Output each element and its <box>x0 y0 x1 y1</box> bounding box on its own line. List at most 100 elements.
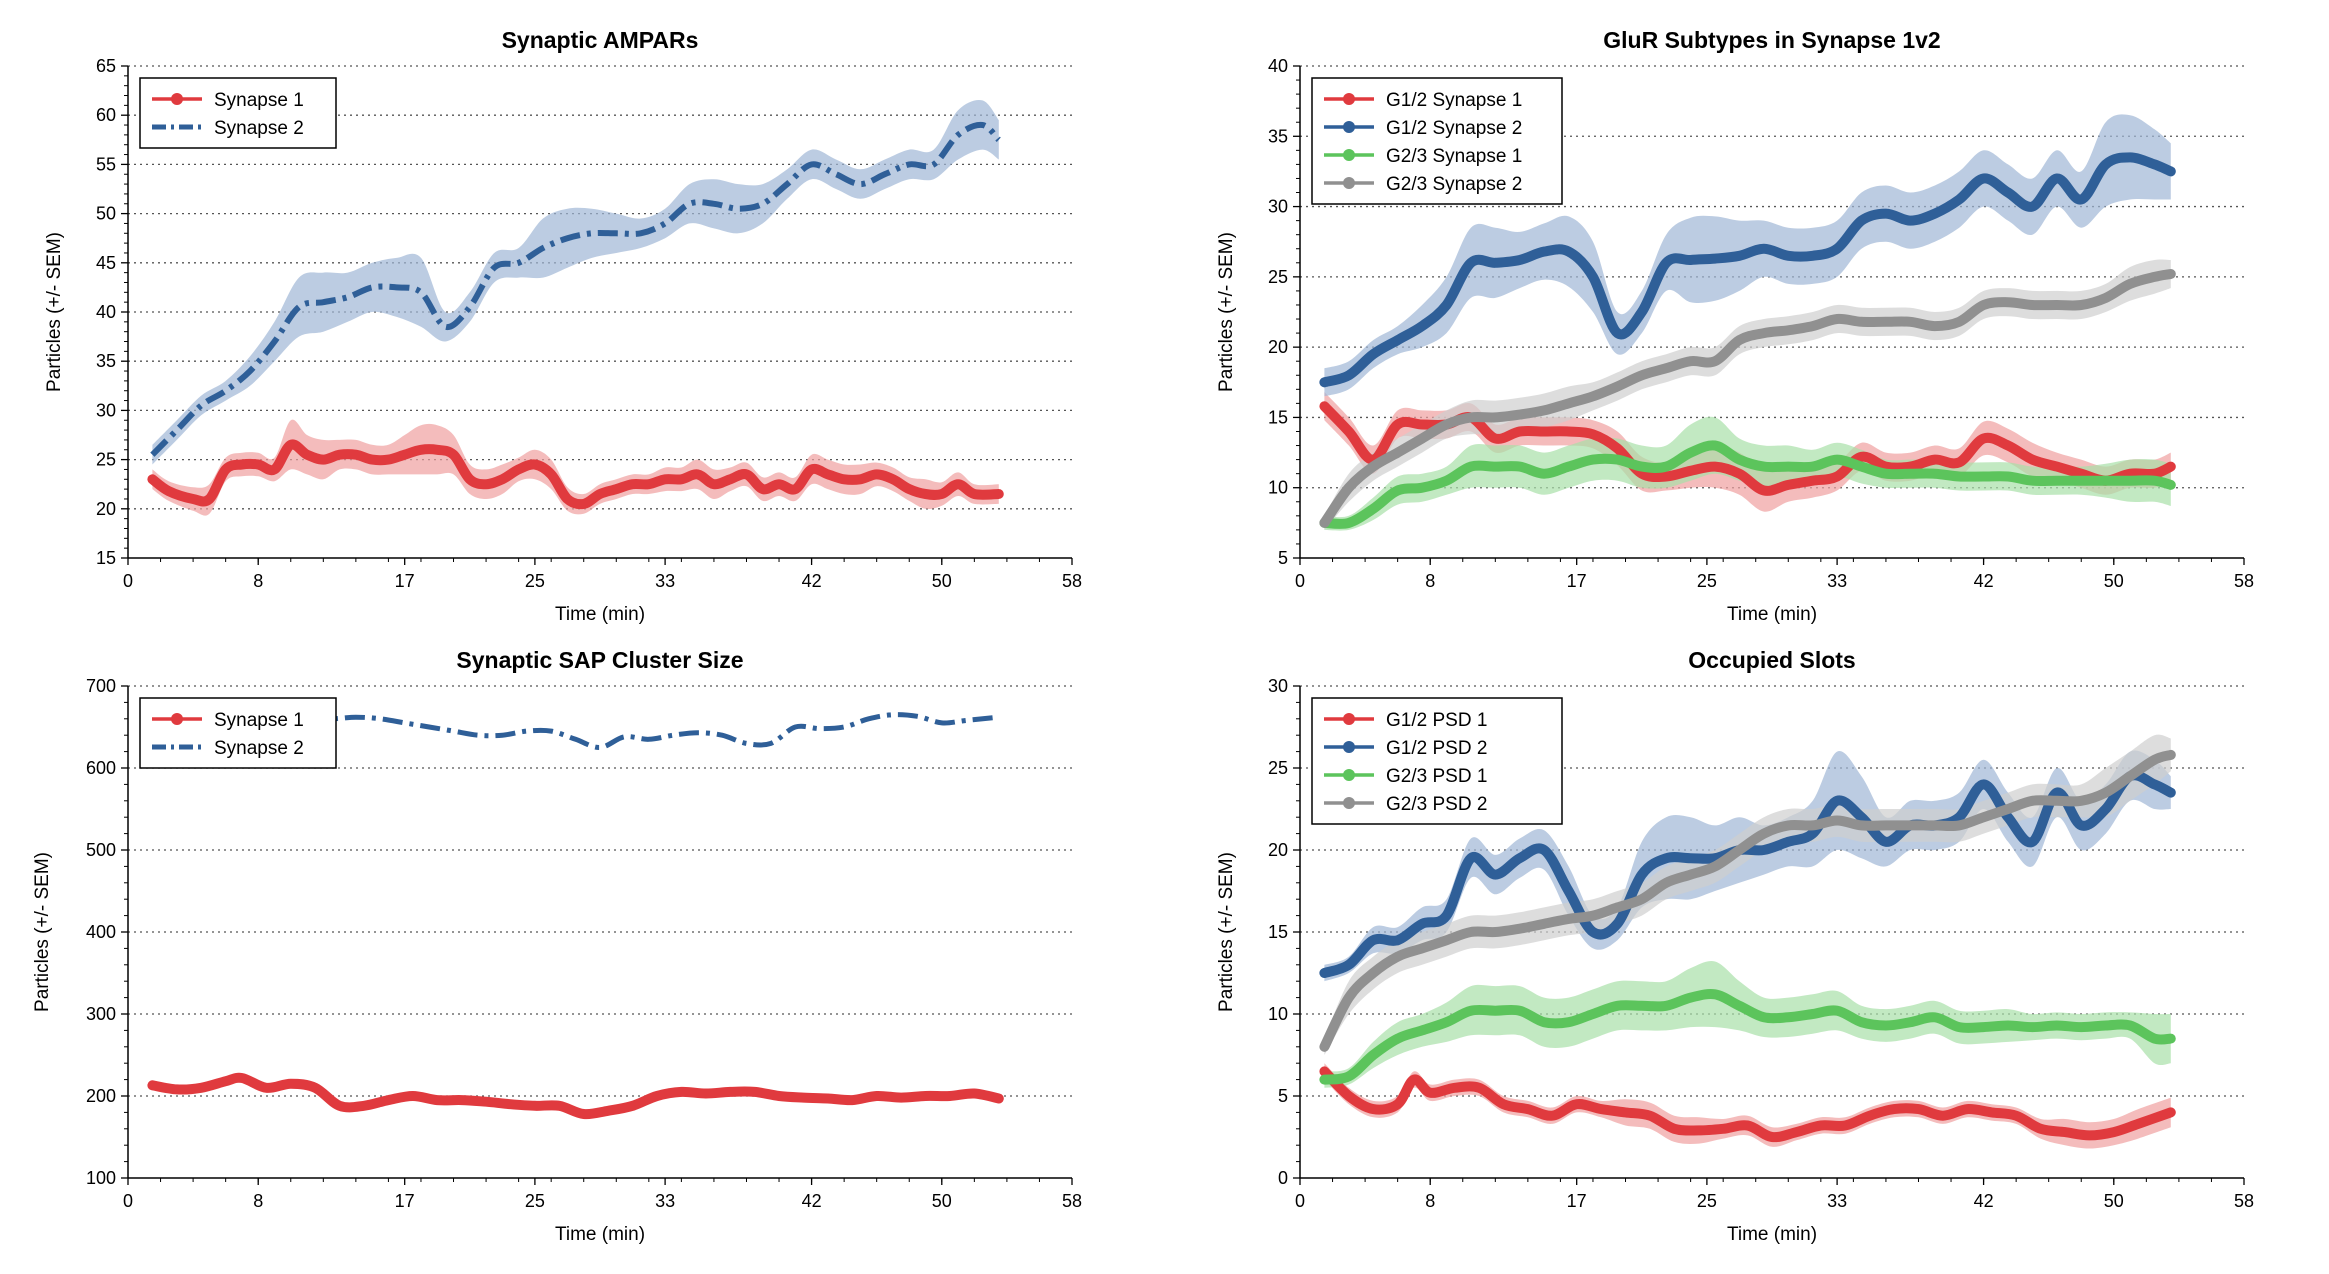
legend-box <box>139 697 337 769</box>
x-tick-label: 58 <box>1062 571 1082 591</box>
plot-area <box>147 712 1004 1120</box>
y-axis-label: Particles (+/- SEM) <box>32 852 53 1012</box>
x-tick-label: 58 <box>2234 571 2254 591</box>
legend-item-g2-3-psd-1: G2/3 PSD 1 <box>1324 766 1487 787</box>
y-axis-label: Particles (+/- SEM) <box>1216 852 1237 1012</box>
y-tick-label: 35 <box>1268 126 1288 146</box>
x-tick-label: 17 <box>395 1191 415 1211</box>
y-tick-label: 20 <box>1268 840 1288 860</box>
x-tick-label: 8 <box>1425 571 1435 591</box>
y-tick-label: 25 <box>1268 758 1288 778</box>
series-line-synapse-2 <box>306 712 1000 750</box>
legend-label: G2/3 PSD 1 <box>1386 766 1487 787</box>
x-tick-label: 17 <box>1567 571 1587 591</box>
y-tick-label: 30 <box>1268 676 1288 696</box>
legend-marker <box>1343 797 1355 809</box>
legend-marker <box>1343 93 1355 105</box>
x-tick-label: 25 <box>525 1191 545 1211</box>
x-tick-label: 0 <box>123 571 133 591</box>
x-tick-label: 58 <box>2234 1191 2254 1211</box>
x-axis-label: Time (min) <box>555 604 645 625</box>
legend-item-g2-3-psd-2: G2/3 PSD 2 <box>1324 794 1487 815</box>
band-g1-2-psd-1 <box>1324 1063 2171 1149</box>
chart-title: GluR Subtypes in Synapse 1v2 <box>1603 27 1940 53</box>
x-tick-label: 50 <box>2104 1191 2124 1211</box>
x-tick-label: 42 <box>802 1191 822 1211</box>
y-tick-label: 700 <box>86 676 116 696</box>
chart-title: Synaptic SAP Cluster Size <box>456 647 743 673</box>
y-tick-label: 5 <box>1278 1086 1288 1106</box>
legend-label: G1/2 Synapse 2 <box>1386 118 1522 139</box>
chart-title: Synaptic AMPARs <box>502 27 699 53</box>
y-axis-label: Particles (+/- SEM) <box>1216 232 1237 392</box>
legend-marker <box>1343 177 1355 189</box>
y-tick-label: 10 <box>1268 1004 1288 1024</box>
chart-panel-2: 5 10 15 20 25 30 35 40 0 8 17 25 33 42 50 58 GluR Subtyp… <box>1216 27 2254 625</box>
x-tick-label: 25 <box>1697 571 1717 591</box>
legend-item-g1-2-synapse-1: G1/2 Synapse 1 <box>1324 90 1522 111</box>
y-tick-label: 40 <box>1268 56 1288 76</box>
legend: G1/2 PSD 1 G1/2 PSD 2 G2/3 PSD 1 G2/3 PSD 2 <box>1311 697 1563 825</box>
series-line-synapse-1 <box>147 439 1004 510</box>
legend-marker <box>1343 713 1355 725</box>
legend-item-g1-2-synapse-2: G1/2 Synapse 2 <box>1324 118 1522 139</box>
x-tick-label: 50 <box>932 1191 952 1211</box>
y-tick-label: 15 <box>1268 922 1288 942</box>
x-tick-label: 0 <box>123 1191 133 1211</box>
x-tick-label: 33 <box>1827 1191 1847 1211</box>
plot-area <box>1319 734 2176 1149</box>
y-tick-label: 600 <box>86 758 116 778</box>
band-g2-3-psd-1 <box>1324 960 2171 1088</box>
x-tick-label: 50 <box>2104 571 2124 591</box>
legend-item-g2-3-synapse-1: G2/3 Synapse 1 <box>1324 146 1522 167</box>
legend-label: Synapse 1 <box>214 90 304 111</box>
series-line-g1-2-psd-2 <box>1319 770 2176 978</box>
legend-label: Synapse 2 <box>214 738 304 759</box>
y-tick-label: 20 <box>96 499 116 519</box>
x-tick-label: 17 <box>395 571 415 591</box>
x-tick-label: 42 <box>1974 1191 1994 1211</box>
y-tick-label: 0 <box>1278 1168 1288 1188</box>
plot-area <box>1319 114 2176 531</box>
plot-area <box>147 100 1004 516</box>
legend-item-synapse-2: Synapse 2 <box>152 118 304 139</box>
chart-panel-3: 100 200 300 400 500 600 700 0 8 17 25 33 42 50 58 Synap… <box>32 647 1082 1245</box>
x-axis-label: Time (min) <box>1727 1224 1817 1245</box>
x-tick-label: 33 <box>1827 571 1847 591</box>
legend-item-synapse-1: Synapse 1 <box>152 710 304 731</box>
x-tick-label: 0 <box>1295 1191 1305 1211</box>
legend-item-g2-3-synapse-2: G2/3 Synapse 2 <box>1324 174 1522 195</box>
y-tick-label: 35 <box>96 351 116 371</box>
legend-marker <box>171 713 183 725</box>
x-tick-label: 42 <box>802 571 822 591</box>
y-tick-label: 60 <box>96 105 116 125</box>
x-tick-label: 8 <box>1425 1191 1435 1211</box>
series-line-synapse-1 <box>147 1072 1004 1120</box>
legend-marker <box>1343 149 1355 161</box>
legend-label: Synapse 2 <box>214 118 304 139</box>
legend-label: G1/2 Synapse 1 <box>1386 90 1522 111</box>
y-tick-label: 200 <box>86 1086 116 1106</box>
y-tick-label: 30 <box>1268 197 1288 217</box>
x-tick-label: 33 <box>655 571 675 591</box>
legend-marker <box>1343 121 1355 133</box>
y-tick-label: 20 <box>1268 337 1288 357</box>
x-tick-label: 8 <box>253 571 263 591</box>
x-tick-label: 0 <box>1295 571 1305 591</box>
series-line-synapse-2 <box>150 121 1001 457</box>
y-tick-label: 15 <box>96 548 116 568</box>
legend-label: G1/2 PSD 2 <box>1386 738 1487 759</box>
y-tick-label: 100 <box>86 1168 116 1188</box>
y-tick-label: 10 <box>1268 478 1288 498</box>
legend-item-synapse-1: Synapse 1 <box>152 90 304 111</box>
legend-label: G2/3 Synapse 1 <box>1386 146 1522 167</box>
y-axis-label: Particles (+/- SEM) <box>44 232 65 392</box>
series-line-g2-3-synapse-1 <box>1319 440 2176 529</box>
legend-box <box>139 77 337 149</box>
legend-marker <box>171 93 183 105</box>
x-tick-label: 17 <box>1567 1191 1587 1211</box>
y-tick-label: 500 <box>86 840 116 860</box>
band-g1-2-psd-2 <box>1324 750 2171 982</box>
x-axis-label: Time (min) <box>1727 604 1817 625</box>
